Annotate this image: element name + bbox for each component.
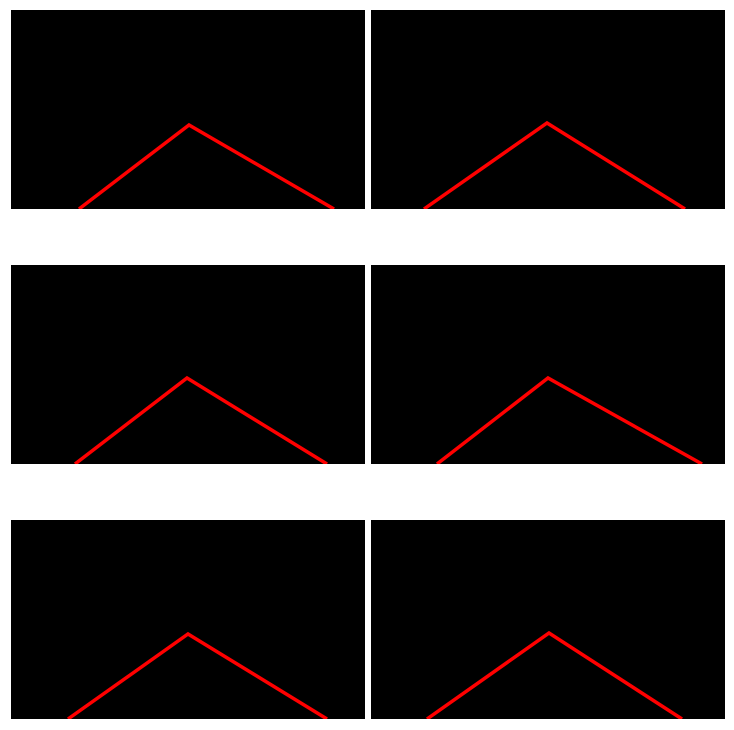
- panel-top-left: [11, 10, 365, 209]
- peak-line-graphic: [66, 631, 328, 719]
- panel-top-right: [371, 10, 725, 209]
- red-peak-line: [425, 630, 683, 719]
- panel-bottom-left: [11, 520, 365, 719]
- peak-line-graphic: [425, 630, 683, 719]
- peak-line-graphic: [73, 375, 328, 464]
- peak-line-graphic: [77, 122, 335, 209]
- peak-line-graphic: [422, 120, 686, 209]
- red-peak-line: [66, 631, 328, 719]
- red-peak-line: [77, 122, 335, 209]
- panel-bottom-right: [371, 520, 725, 719]
- red-peak-line: [73, 375, 328, 464]
- panel-middle-right: [371, 265, 725, 464]
- panel-middle-left: [11, 265, 365, 464]
- peak-line-graphic: [435, 375, 703, 464]
- red-peak-line: [435, 375, 703, 464]
- red-peak-line: [422, 120, 686, 209]
